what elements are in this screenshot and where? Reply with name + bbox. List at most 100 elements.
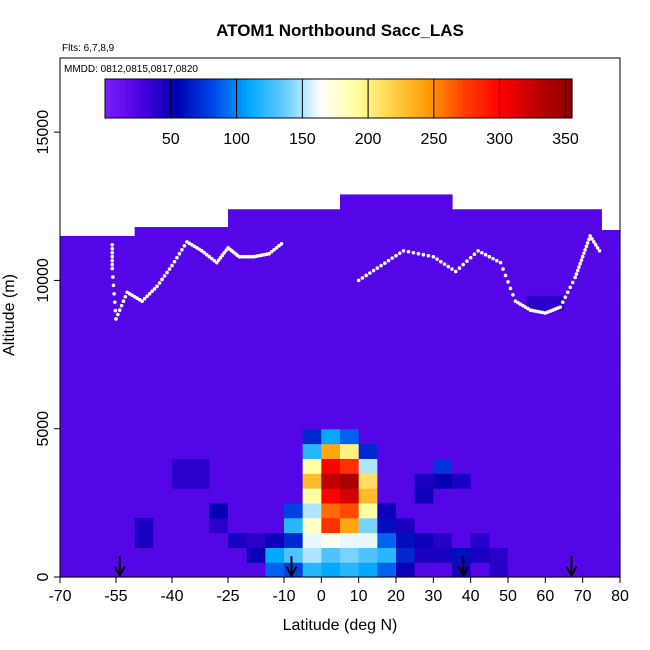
heatmap-cell: [340, 369, 360, 385]
heatmap-cell: [396, 443, 416, 459]
heatmap-cell: [78, 384, 98, 400]
colorbar-segment: [550, 79, 554, 118]
heatmap-cell: [302, 221, 322, 237]
heatmap-cell: [190, 324, 210, 341]
colorbar-segment: [519, 79, 523, 118]
heatmap-cell: [97, 428, 117, 445]
flight-track-point: [277, 244, 281, 248]
heatmap-cell: [321, 562, 341, 578]
flight-track-point: [222, 250, 227, 255]
heatmap-cell: [97, 413, 117, 430]
heatmap-cell: [526, 324, 546, 341]
x-tick-label: 50: [499, 588, 517, 605]
heatmap-cell: [452, 547, 472, 563]
heatmap-cell: [172, 547, 192, 563]
colorbar-segment: [285, 79, 290, 118]
heatmap-cell: [340, 488, 360, 504]
heatmap-cell: [340, 280, 360, 296]
heatmap-cell: [470, 280, 490, 296]
heatmap-cell: [526, 517, 546, 534]
heatmap-cell: [340, 295, 360, 311]
colorbar-segment: [347, 79, 352, 118]
heatmap-cell: [60, 384, 80, 400]
heatmap-cell: [545, 458, 565, 474]
heatmap-cell: [265, 235, 285, 252]
heatmap-cell: [526, 250, 546, 267]
heatmap-cell: [564, 324, 584, 341]
heatmap-cell: [209, 384, 229, 400]
heatmap-cell: [321, 502, 341, 519]
heatmap-cell: [284, 235, 304, 252]
heatmap-cell: [564, 209, 584, 222]
heatmap-cell: [470, 473, 490, 489]
heatmap-cell: [340, 310, 360, 326]
heatmap-cell: [377, 413, 397, 430]
heatmap-cell: [265, 517, 285, 534]
colorbar-segment: [245, 79, 249, 118]
flight-track-point: [501, 267, 505, 271]
heatmap-cell: [321, 310, 341, 326]
heatmap-cell: [601, 280, 621, 296]
heatmap-cell: [526, 547, 546, 563]
heatmap-cell: [246, 235, 266, 252]
colorbar-segment: [450, 79, 455, 118]
heatmap-cell: [601, 488, 621, 504]
heatmap-cell: [526, 473, 546, 489]
heatmap-cell: [414, 295, 434, 311]
flight-track-point: [142, 296, 147, 301]
heatmap-cell: [489, 324, 509, 341]
heatmap-cell: [172, 428, 192, 445]
heatmap-cell: [97, 562, 117, 578]
heatmap-cell: [564, 384, 584, 400]
heatmap-cell: [582, 532, 602, 548]
heatmap-cell: [97, 443, 117, 459]
colorbar-segment: [419, 79, 424, 118]
heatmap-cell: [545, 532, 565, 548]
heatmap-cell: [452, 562, 472, 578]
colorbar-segment: [500, 79, 505, 118]
heatmap-cell: [228, 547, 248, 563]
flight-track-point: [216, 258, 221, 262]
heatmap-cell: [78, 310, 98, 326]
heatmap-cell: [414, 458, 434, 474]
heatmap-cell: [134, 547, 154, 563]
flight-track-point: [114, 317, 118, 321]
heatmap-cell: [284, 209, 304, 222]
heatmap-cell: [78, 458, 98, 474]
flight-track-point: [165, 270, 169, 275]
heatmap-cell: [470, 209, 490, 222]
colorbar-segment: [478, 79, 483, 118]
heatmap-cell: [265, 413, 285, 430]
heatmap-cell: [153, 384, 173, 400]
heatmap-cell: [601, 230, 621, 237]
heatmap-cell: [414, 354, 434, 370]
heatmap-cell: [489, 562, 509, 578]
heatmap-cell: [545, 250, 565, 267]
heatmap-cell: [545, 443, 565, 459]
heatmap-cell: [284, 488, 304, 504]
colorbar-segment: [182, 79, 187, 118]
heatmap-cell: [209, 428, 229, 445]
colorbar-segment: [559, 79, 564, 118]
heatmap-cell: [60, 235, 80, 252]
colorbar-segment: [410, 79, 414, 118]
heatmap-cell: [97, 280, 117, 296]
heatmap-cell: [526, 339, 546, 356]
heatmap-cell: [452, 413, 472, 430]
heatmap-cell: [414, 310, 434, 326]
heatmap-cell: [358, 532, 378, 548]
heatmap-cell: [228, 458, 248, 474]
heatmap-cell: [321, 399, 341, 415]
heatmap-cell: [396, 235, 416, 252]
heatmap-cell: [358, 384, 378, 400]
flight-track-point: [244, 254, 249, 259]
flight-track-point: [585, 241, 590, 245]
heatmap-cell: [508, 324, 528, 341]
heatmap-cell: [396, 354, 416, 370]
flight-track-point: [563, 295, 568, 300]
x-tick-label: 20: [387, 588, 405, 605]
colorbar-segment: [142, 79, 147, 118]
heatmap-cell: [209, 443, 229, 459]
flight-track-point: [200, 248, 204, 253]
heatmap-cell: [97, 532, 117, 548]
